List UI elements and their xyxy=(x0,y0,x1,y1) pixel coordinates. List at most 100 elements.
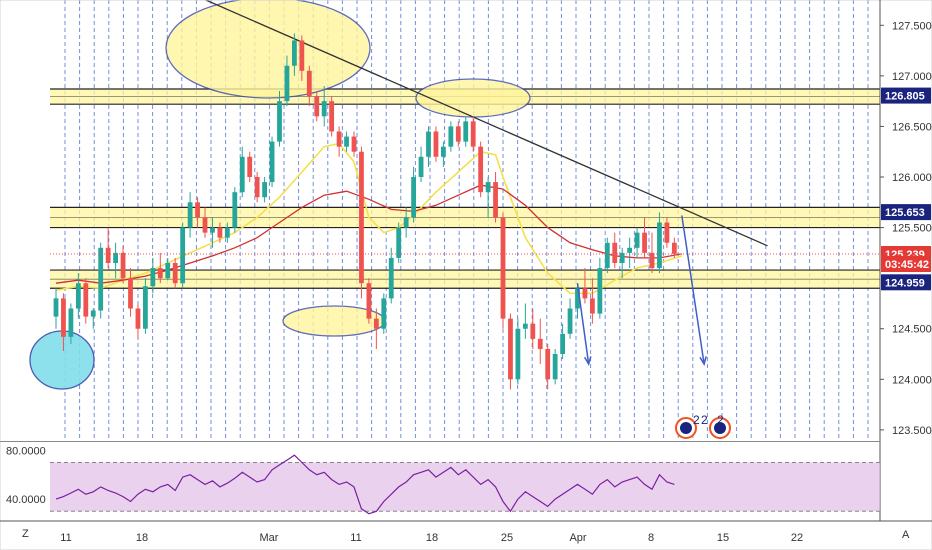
candle-body xyxy=(522,323,528,329)
candle-body xyxy=(657,222,662,269)
badge-digit: 2 xyxy=(717,413,724,427)
candle-body xyxy=(187,202,193,228)
candle-body xyxy=(403,217,409,228)
price-tick-label: 125.500 xyxy=(892,223,932,235)
candle-body xyxy=(411,177,416,218)
candle-body xyxy=(649,252,655,269)
badge-digit: 2 xyxy=(701,413,708,427)
price-tick-label: 124.000 xyxy=(892,374,932,386)
candle-body xyxy=(612,242,618,263)
trendline xyxy=(204,0,768,247)
candle-body xyxy=(515,328,521,380)
candle-body xyxy=(560,333,565,355)
candle-body xyxy=(575,288,580,309)
candle-body xyxy=(373,318,379,329)
time-tick-label: 8 xyxy=(648,532,654,544)
candle-body xyxy=(75,283,81,309)
highlight-ellipses xyxy=(29,0,531,390)
candle-body xyxy=(604,242,610,269)
price-tag-label: 124.959 xyxy=(885,277,925,289)
candle-body xyxy=(284,65,290,102)
price-tick-label: 123.500 xyxy=(892,425,932,437)
price-tick-label: 126.000 xyxy=(892,172,932,184)
time-tick-label: 18 xyxy=(426,532,438,544)
candle-body xyxy=(441,146,446,157)
arrow-shaft xyxy=(681,215,705,365)
candle-body xyxy=(627,247,633,253)
candle-body xyxy=(143,286,148,329)
candle-body xyxy=(508,318,513,380)
candles xyxy=(53,33,677,390)
candle-body xyxy=(299,40,305,71)
candle-body xyxy=(478,146,484,193)
time-tick-label: 22 xyxy=(791,532,803,544)
ma-fast-line xyxy=(55,142,683,295)
time-axis[interactable]: 11 18 Mar 11 18 25 Apr 8 15 22 Z A xyxy=(22,528,910,544)
candle-body xyxy=(269,141,275,183)
rsi-line xyxy=(55,454,675,515)
candle-body xyxy=(396,227,402,258)
candle-body xyxy=(634,232,640,248)
candle-body xyxy=(388,257,394,299)
candle-body xyxy=(545,348,551,380)
candle-body xyxy=(262,182,267,198)
time-tick-label: 11 xyxy=(60,532,71,544)
candle-body xyxy=(418,156,424,178)
price-tag-label: 03:45:42 xyxy=(885,259,929,271)
corner-label-left: Z xyxy=(22,528,29,540)
price-tick-label: 126.500 xyxy=(892,121,932,133)
candle-body xyxy=(113,252,118,263)
rsi-tick-label: 80.0000 xyxy=(6,445,46,457)
highlight-ellipse xyxy=(165,0,371,99)
badge-icon xyxy=(714,422,726,434)
arrow-head xyxy=(583,356,592,367)
candle-body xyxy=(567,308,573,334)
candle-body xyxy=(590,298,595,314)
candle-body xyxy=(217,227,223,238)
candle-body xyxy=(150,268,156,287)
candle-body xyxy=(165,262,171,279)
price-tick-label: 127.500 xyxy=(892,20,932,32)
time-tick-label: 25 xyxy=(501,532,513,544)
candle-body xyxy=(664,222,670,243)
candle-body xyxy=(105,247,111,263)
candle-body xyxy=(90,310,96,317)
candle-body xyxy=(366,283,372,319)
candle-body xyxy=(172,262,178,284)
corner-label-right: A xyxy=(902,529,910,541)
candle-body xyxy=(128,278,133,309)
candle-body xyxy=(426,131,431,157)
candle-body xyxy=(619,252,625,263)
candle-body xyxy=(642,232,647,253)
candle-body xyxy=(98,247,104,311)
candle-body xyxy=(359,151,364,284)
candle-body xyxy=(582,288,588,299)
candle-body xyxy=(552,354,558,380)
candle-body xyxy=(344,136,349,147)
arrow-head xyxy=(699,356,707,367)
highlight-ellipse xyxy=(415,78,531,118)
candle-body xyxy=(485,182,491,193)
candle-body xyxy=(61,298,66,337)
trendline-layer xyxy=(204,0,768,247)
candle-body xyxy=(254,177,260,198)
ma-slow-line xyxy=(55,184,682,284)
price-tag-box xyxy=(881,87,931,104)
arrow-shaft xyxy=(576,283,590,365)
candle-body xyxy=(455,126,461,142)
rsi-pane: 80.0000 40.0000 xyxy=(6,445,880,515)
resistance-zones xyxy=(50,88,880,289)
time-tick-label: Mar xyxy=(260,532,279,544)
candle-body xyxy=(53,298,59,317)
candle-body xyxy=(336,131,342,147)
candle-body xyxy=(180,227,186,284)
time-tick-label: 15 xyxy=(717,532,729,544)
candle-body xyxy=(277,101,282,142)
candle-body xyxy=(232,192,238,228)
candle-body xyxy=(157,268,163,279)
candle-body xyxy=(202,217,208,233)
price-tick-label: 124.500 xyxy=(892,324,932,336)
